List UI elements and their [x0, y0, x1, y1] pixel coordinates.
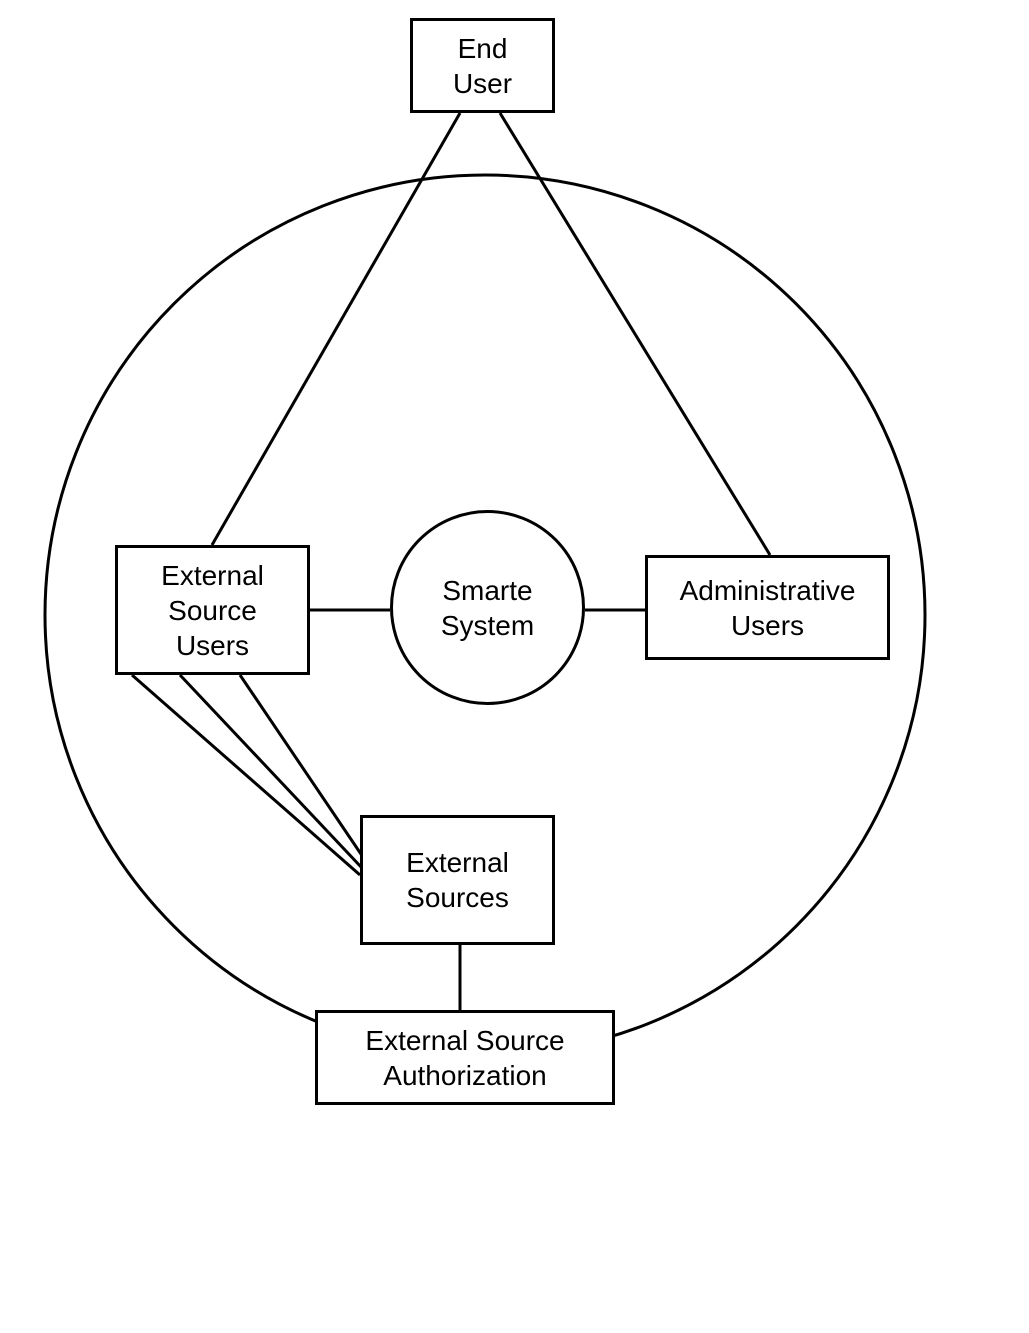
system-diagram: EndUser ExternalSourceUsers Administrative…	[0, 0, 1029, 1333]
node-admin_users: AdministrativeUsers	[645, 555, 890, 660]
edge-end_user-admin_users	[500, 113, 770, 555]
node-label-smarte_system: SmarteSystem	[441, 573, 534, 643]
edge-ext_src_users-ext_sources	[180, 675, 362, 868]
edge-ext_src_users-ext_sources	[240, 675, 365, 860]
node-end_user: EndUser	[410, 18, 555, 113]
node-ext_src_auth: External SourceAuthorization	[315, 1010, 615, 1105]
node-label-admin_users: AdministrativeUsers	[680, 573, 856, 643]
node-ext_sources: ExternalSources	[360, 815, 555, 945]
node-label-ext_src_auth: External SourceAuthorization	[365, 1023, 564, 1093]
edge-ext_src_users-ext_sources	[132, 675, 360, 875]
edge-end_user-ext_src_users	[212, 113, 460, 545]
node-ext_src_users: ExternalSourceUsers	[115, 545, 310, 675]
node-smarte_system: SmarteSystem	[390, 510, 585, 705]
node-label-ext_sources: ExternalSources	[406, 845, 509, 915]
node-label-end_user: EndUser	[453, 31, 512, 101]
node-label-ext_src_users: ExternalSourceUsers	[161, 558, 264, 663]
